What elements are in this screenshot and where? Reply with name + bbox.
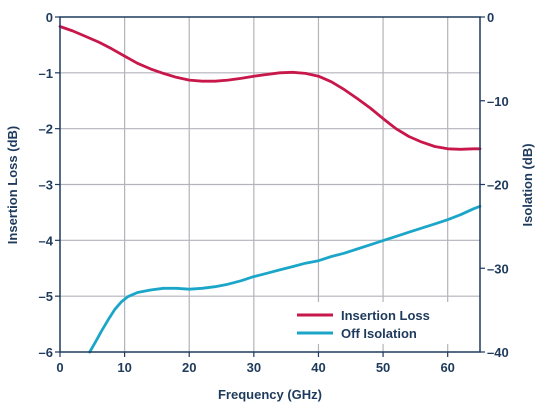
left-tick-label: –3: [39, 178, 53, 193]
y-axis-right-title: Isolation (dB): [520, 143, 535, 226]
right-axis-ticks: 0 –10 –20 –30 –40: [480, 10, 509, 360]
right-tick-label: –20: [487, 178, 509, 193]
grid: [60, 17, 480, 352]
x-tick-label: 30: [247, 360, 261, 375]
y-axis-left-title: Insertion Loss (dB): [5, 126, 20, 244]
left-axis-ticks: 0 –1 –2 –3 –4 –5 –6: [39, 10, 60, 360]
left-tick-label: –1: [39, 66, 53, 81]
x-axis-ticks: 0 10 20 30 40 50 60: [56, 352, 455, 375]
x-tick-label: 10: [117, 360, 131, 375]
x-tick-label: 60: [440, 360, 454, 375]
x-tick-label: 40: [311, 360, 325, 375]
x-axis-title: Frequency (GHz): [218, 387, 322, 402]
left-tick-label: 0: [46, 10, 53, 25]
series-line-off-isolation: [88, 204, 482, 354]
x-tick-label: 50: [376, 360, 390, 375]
series-line-insertion-loss: [58, 25, 482, 151]
left-tick-label: –4: [39, 233, 54, 248]
right-tick-label: 0: [487, 10, 494, 25]
legend-label-insertion-loss: Insertion Loss: [341, 308, 430, 323]
left-tick-label: –5: [39, 289, 53, 304]
right-tick-label: –10: [487, 94, 509, 109]
left-tick-label: –2: [39, 122, 53, 137]
left-tick-label: –6: [39, 345, 53, 360]
series-layer: [58, 25, 482, 354]
x-tick-label: 20: [182, 360, 196, 375]
right-tick-label: –30: [487, 261, 509, 276]
legend-label-off-isolation: Off Isolation: [341, 326, 417, 341]
legend: Insertion Loss Off Isolation: [290, 302, 470, 344]
right-tick-label: –40: [487, 345, 509, 360]
legend-background: [290, 302, 470, 344]
x-tick-label: 0: [56, 360, 63, 375]
